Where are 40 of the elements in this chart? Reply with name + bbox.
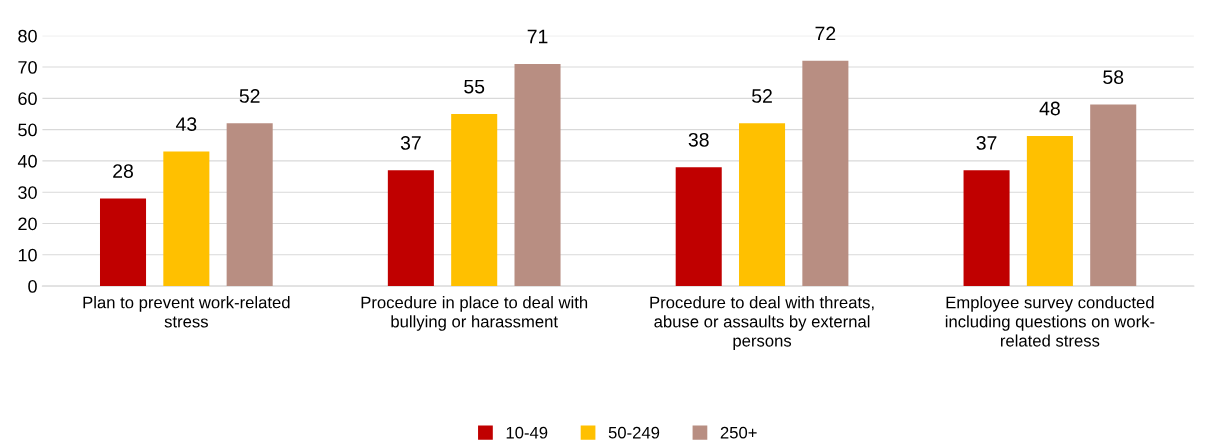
bar <box>1090 104 1137 287</box>
data-label: 52 <box>752 89 772 103</box>
data-label: 37 <box>400 136 421 150</box>
bar <box>1026 135 1073 287</box>
y-tick-label: 0 <box>28 280 37 293</box>
bar <box>963 170 1010 287</box>
legend-label: 50-249 <box>608 426 660 439</box>
bar <box>387 170 434 287</box>
data-label: 58 <box>1103 70 1124 85</box>
y-tick-label: 50 <box>18 123 37 137</box>
data-label: 38 <box>688 132 709 147</box>
legend-label: 250+ <box>720 426 757 439</box>
x-tick-label: Procedure in place to deal with bullying or harassment <box>361 296 588 331</box>
x-tick-label: Procedure to deal with threats, abuse or assaults by external persons <box>650 296 874 350</box>
y-tick-label: 10 <box>18 248 37 262</box>
legend-label: 10-49 <box>506 426 548 439</box>
bar <box>226 123 273 287</box>
data-label: 48 <box>1039 101 1060 116</box>
bar <box>514 63 561 287</box>
bar <box>675 167 722 287</box>
bar <box>99 198 147 287</box>
data-label: 72 <box>815 26 836 41</box>
x-tick-label: Plan to prevent work-related stress <box>83 296 290 328</box>
y-tick-label: 60 <box>18 92 37 106</box>
data-label: 28 <box>113 164 133 178</box>
data-label: 52 <box>239 89 260 103</box>
y-tick-label: 80 <box>18 29 37 43</box>
data-label: 71 <box>527 29 548 44</box>
bar <box>739 123 786 287</box>
y-tick-label: 30 <box>18 186 37 199</box>
y-tick-label: 20 <box>18 217 37 231</box>
y-tick-label: 40 <box>17 154 37 168</box>
y-tick-label: 70 <box>18 60 37 74</box>
bar <box>163 151 210 287</box>
data-label: 55 <box>464 79 485 94</box>
data-label: 43 <box>175 117 197 132</box>
x-tick-label: Employee survey conducted including questions on work- related stress <box>945 296 1155 347</box>
bar <box>451 113 498 287</box>
data-label: 37 <box>976 136 997 150</box>
bar <box>802 60 849 287</box>
